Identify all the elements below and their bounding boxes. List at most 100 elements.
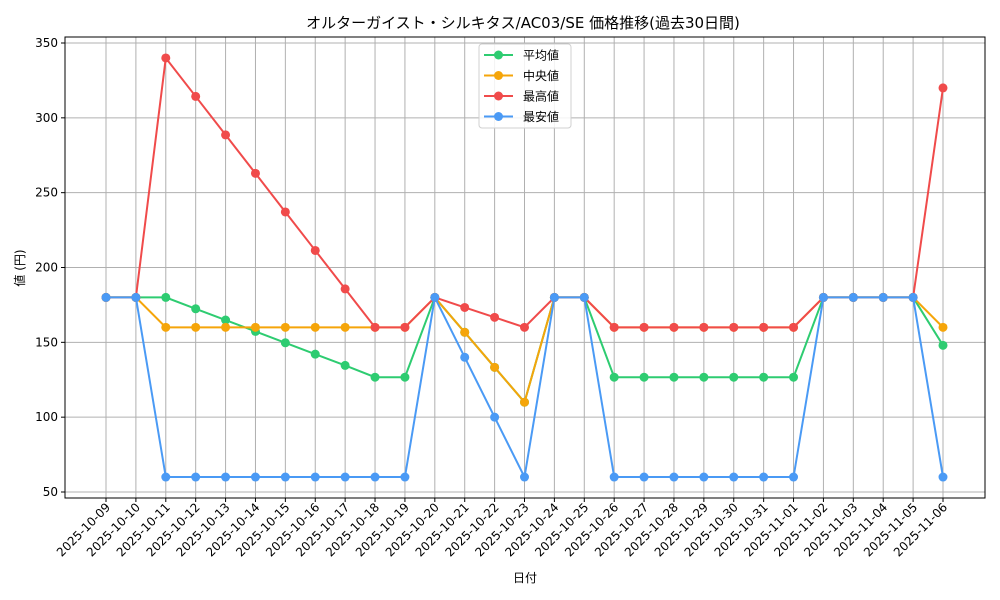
data-point [430, 292, 440, 302]
data-point [370, 372, 380, 382]
data-point [310, 245, 320, 255]
data-point [400, 472, 410, 482]
legend-label: 最安値 [523, 109, 559, 124]
data-point [938, 340, 948, 350]
data-point [729, 372, 739, 382]
data-point [370, 472, 380, 482]
data-point [789, 472, 799, 482]
data-point [191, 472, 201, 482]
y-tick-label: 250 [35, 186, 58, 200]
data-point [340, 322, 350, 332]
data-point [250, 168, 260, 178]
series-3 [101, 292, 948, 482]
legend-label: 平均値 [523, 48, 559, 63]
data-point [340, 360, 350, 370]
legend-marker-icon [494, 91, 503, 101]
data-point [280, 472, 290, 482]
data-point [669, 372, 679, 382]
legend-item: 平均値 [484, 48, 559, 63]
data-point [191, 91, 201, 101]
x-axis-label: 日付 [513, 571, 537, 585]
data-point [310, 349, 320, 359]
data-point [759, 372, 769, 382]
data-point [280, 338, 290, 348]
legend-label: 中央値 [523, 68, 559, 83]
data-point [460, 302, 470, 312]
data-point [520, 322, 529, 332]
data-point [520, 472, 529, 482]
grid-lines [65, 37, 985, 498]
data-point [460, 327, 470, 337]
data-point [579, 292, 589, 302]
y-tick-label: 50 [43, 485, 58, 499]
data-point [699, 372, 709, 382]
data-point [729, 472, 739, 482]
data-point [161, 53, 171, 63]
data-point [280, 207, 290, 217]
data-point [699, 322, 709, 332]
legend-box [478, 43, 572, 129]
data-point [938, 472, 948, 482]
data-point [699, 472, 709, 482]
data-point [729, 322, 739, 332]
data-point [848, 292, 858, 302]
y-tick-label: 300 [35, 111, 58, 125]
data-point [221, 322, 231, 332]
data-point [250, 472, 260, 482]
data-point [759, 322, 769, 332]
data-point [639, 472, 649, 482]
legend-item: 最高値 [484, 89, 559, 104]
y-tick-label: 350 [35, 36, 58, 50]
series-lines [101, 53, 948, 482]
legend-marker-icon [494, 50, 503, 60]
data-point [221, 130, 231, 140]
data-point [609, 472, 619, 482]
data-point [908, 292, 918, 302]
data-point [549, 292, 559, 302]
legend-label: 最高値 [523, 89, 559, 104]
data-point [818, 292, 828, 302]
data-point [101, 292, 111, 302]
data-point [370, 322, 380, 332]
data-point [340, 284, 350, 294]
y-tick-label: 150 [35, 335, 58, 349]
data-point [789, 322, 799, 332]
data-point [221, 315, 231, 325]
data-point [310, 472, 320, 482]
data-point [938, 322, 948, 332]
y-axis-label: 値 (円) [12, 249, 27, 286]
legend-marker-icon [494, 71, 503, 80]
data-point [221, 472, 231, 482]
data-point [161, 322, 171, 332]
data-point [520, 397, 529, 407]
chart-title: オルターガイスト・シルキタス/AC03/SE 価格推移(過去30日間) [306, 14, 740, 32]
data-point [789, 372, 799, 382]
data-point [490, 312, 500, 322]
data-point [400, 322, 410, 332]
legend-item: 中央値 [484, 68, 559, 83]
data-point [131, 292, 141, 302]
x-axis: 2025-10-092025-10-102025-10-112025-10-12… [54, 498, 950, 559]
data-point [490, 362, 500, 372]
data-point [490, 412, 500, 422]
data-point [639, 322, 649, 332]
data-point [191, 304, 201, 314]
data-point [938, 83, 948, 93]
data-point [191, 322, 201, 332]
data-point [250, 322, 260, 332]
data-point [161, 472, 171, 482]
y-tick-label: 200 [35, 261, 58, 275]
data-point [340, 472, 350, 482]
y-tick-label: 100 [35, 410, 58, 424]
data-point [639, 372, 649, 382]
data-point [310, 322, 320, 332]
legend-item: 最安値 [484, 109, 559, 124]
data-point [161, 292, 171, 302]
data-point [609, 372, 619, 382]
data-point [609, 322, 619, 332]
data-point [460, 352, 470, 362]
data-point [669, 472, 679, 482]
data-point [759, 472, 769, 482]
